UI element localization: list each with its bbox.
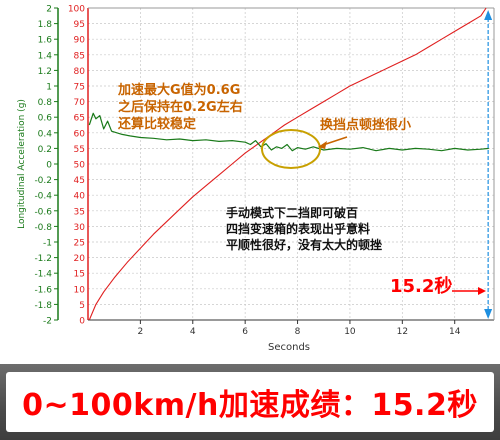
annotation-top: 加速最大G值为0.6G 之后保持在0.2G左右 还算比较稳定 <box>117 82 243 132</box>
y-left-tick-label: 0.2 <box>38 145 52 155</box>
time-marker-arrow-bottom <box>484 309 493 319</box>
y-right-tick-label: 45 <box>74 176 85 186</box>
y-left-tick-label: 1.6 <box>38 36 53 46</box>
y-right-tick-label: 35 <box>74 207 85 217</box>
y-left-tick-label: -1 <box>43 239 52 249</box>
y-left-tick-label: 0.8 <box>38 98 53 108</box>
y-right-tick-label: 70 <box>74 98 86 108</box>
y-right-tick-label: 80 <box>74 67 86 77</box>
y-right-tick-label: 50 <box>74 161 86 171</box>
y-right-tick-label: 95 <box>74 20 85 30</box>
time-arrow-head <box>478 287 486 295</box>
footer-title: 0~100km/h加速成绩：15.2秒 <box>22 388 478 423</box>
y-left-tick-label: 1.8 <box>38 20 53 30</box>
y-left-tick-label: 0 <box>46 161 52 171</box>
y-right-tick-label: 25 <box>74 239 85 249</box>
time-marker-arrow-top <box>484 10 493 20</box>
time-callout: 15.2秒 <box>390 275 486 297</box>
annotation-top-line-3: 还算比较稳定 <box>117 116 196 132</box>
y-right-tick-label: 0 <box>79 317 85 327</box>
x-tick-label: 14 <box>449 327 461 337</box>
y-left-tick-label: -0.6 <box>34 207 52 217</box>
y-left-tick-label: 0.6 <box>38 114 53 124</box>
x-tick-label: 10 <box>344 327 356 337</box>
y-right-tick-label: 55 <box>74 145 85 155</box>
y-left-tick-label: 1.4 <box>38 51 53 61</box>
x-tick-label: 6 <box>242 327 248 337</box>
shift-arrow-line <box>322 136 348 146</box>
axes: 2 1.8 1.6 1.4 1.2 1 0.8 0.6 0.4 0.2 0 -0.2 -0.4 -0.6 -… <box>34 5 495 337</box>
y-right-tick-label: 10 <box>74 285 86 295</box>
y-left-tick-label: 2 <box>46 5 52 15</box>
annotation-mid-line-3: 平顺性很好，没有太大的顿挫 <box>226 237 382 252</box>
y-right-tick-label: 100 <box>68 5 85 15</box>
y-right-tick-label: 65 <box>74 114 85 124</box>
annotation-mid-line-1: 手动模式下二挡即可破百 <box>226 205 358 220</box>
series-layer <box>88 7 489 321</box>
acceleration-series-line <box>88 112 489 152</box>
y-right-tick-label: 20 <box>74 254 86 264</box>
y-left-tick-label: -0.2 <box>34 176 52 186</box>
annotation-mid-line-2: 四挡变速箱的表现出乎意料 <box>226 221 370 236</box>
y-left-tick-label: -0.4 <box>34 192 52 202</box>
y-left-tick-label: -1.4 <box>34 270 52 280</box>
marker-layer <box>484 10 493 319</box>
x-tick-label: 12 <box>397 327 408 337</box>
y-left-tick-label: 1.2 <box>38 67 52 77</box>
y-right-tick-label: 60 <box>74 129 86 139</box>
y-right-tick-label: 5 <box>79 301 85 311</box>
y-right-tick-label: 30 <box>74 223 86 233</box>
y-right-tick-label: 40 <box>74 192 86 202</box>
y-left-tick-label: -0.8 <box>34 223 52 233</box>
time-annotation: 15.2秒 <box>390 275 452 297</box>
y-right-tick-label: 90 <box>74 36 86 46</box>
x-tick-label: 4 <box>190 327 196 337</box>
grid <box>88 8 494 320</box>
y-right-tick-label: 85 <box>74 51 85 61</box>
y-left-tick-label: 1 <box>46 83 52 93</box>
acceleration-chart: 2 1.8 1.6 1.4 1.2 1 0.8 0.6 0.4 0.2 0 -0.2 -0.4 -0.6 -… <box>17 5 495 353</box>
shift-annotation: 换挡点顿挫很小 <box>320 117 411 133</box>
shift-arrow-head <box>318 141 327 149</box>
y-left-tick-label: -1.6 <box>34 285 52 295</box>
footer-panel <box>6 372 494 432</box>
y-right-tick-label: 75 <box>74 83 85 93</box>
y-left-tick-label: 0.4 <box>38 129 53 139</box>
y-axis-title: Longitudinal Acceleration (g) <box>17 99 27 229</box>
x-axis-title: Seconds <box>268 342 310 353</box>
annotation-mid: 手动模式下二挡即可破百 四挡变速箱的表现出乎意料 平顺性很好，没有太大的顿挫 <box>226 205 382 252</box>
y-left-tick-label: -2 <box>43 317 52 327</box>
plot-background <box>88 8 494 320</box>
annotation-top-line-1: 加速最大G值为0.6G <box>117 82 240 98</box>
speed-series-line <box>88 7 487 321</box>
x-tick-label: 2 <box>138 327 144 337</box>
y-left-tick-label: -1.8 <box>34 301 52 311</box>
shift-point-circle <box>261 129 321 169</box>
y-right-tick-label: 15 <box>74 270 85 280</box>
shift-callout: 换挡点顿挫很小 <box>261 117 411 169</box>
x-tick-label: 8 <box>295 327 301 337</box>
y-left-tick-label: -1.2 <box>34 254 52 264</box>
annotation-top-line-2: 之后保持在0.2G左右 <box>118 99 243 115</box>
